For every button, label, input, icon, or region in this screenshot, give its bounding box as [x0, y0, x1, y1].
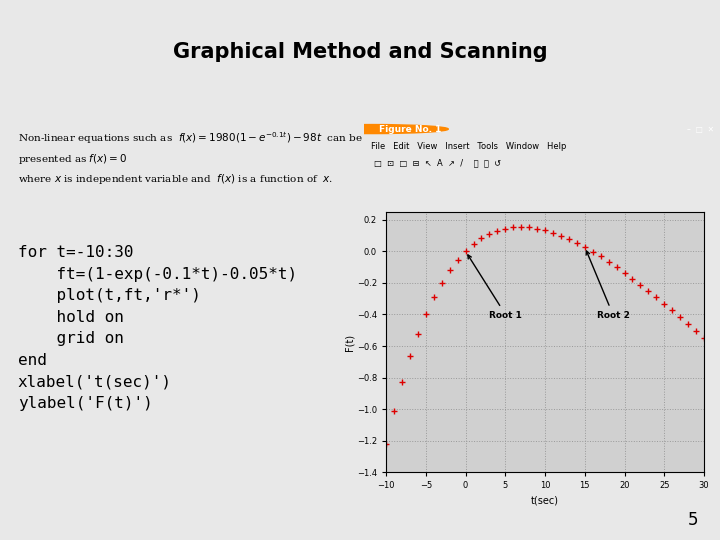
Circle shape	[296, 125, 449, 133]
Text: –  □  ✕: – □ ✕	[687, 125, 714, 133]
Text: for t=-10:30
    ft=(1-exp(-0.1*t)-0.05*t)
    plot(t,ft,'r*')
    hold on
    g: for t=-10:30 ft=(1-exp(-0.1*t)-0.05*t) p…	[18, 245, 297, 411]
Text: Graphical Method and Scanning: Graphical Method and Scanning	[173, 42, 547, 62]
X-axis label: t(sec): t(sec)	[531, 496, 559, 506]
Text: Root 2: Root 2	[586, 251, 629, 320]
Text: Non-linear equations such as  $f(x) = 1980\left(1 - e^{-0.1t}\right) - 98t$  can: Non-linear equations such as $f(x) = 198…	[18, 131, 363, 186]
Text: □  ⊡  □  ⊟  ↖  A  ↗  /    🔍  🔍  ↺: □ ⊡ □ ⊟ ↖ A ↗ / 🔍 🔍 ↺	[374, 158, 501, 167]
Text: 5: 5	[688, 511, 698, 529]
Y-axis label: F(t): F(t)	[344, 334, 354, 350]
Text: File   Edit   View   Insert   Tools   Window   Help: File Edit View Insert Tools Window Help	[371, 143, 566, 151]
Text: Root 1: Root 1	[468, 255, 522, 320]
Text: Figure No. 1: Figure No. 1	[379, 125, 441, 133]
